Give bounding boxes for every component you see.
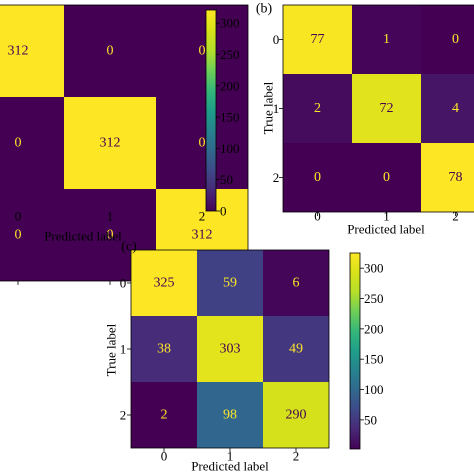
panel-1-x-tick-label: 2 bbox=[199, 209, 206, 224]
panel-3-x-axis-label: Predicted label bbox=[191, 459, 269, 474]
panel-3-y-tick-label: 1 bbox=[120, 342, 127, 357]
panel-3-colorbar-tick-label: 300 bbox=[364, 261, 384, 276]
panel-1-colorbar-tick-label: 300 bbox=[220, 16, 240, 31]
panel-3-colorbar bbox=[349, 252, 361, 450]
panel-1-cell-value: 0 bbox=[15, 136, 22, 151]
panel-2-cell-value: 4 bbox=[452, 101, 459, 116]
panel-3-y-tick-label: 2 bbox=[120, 408, 127, 423]
panel-2-cell bbox=[421, 74, 474, 143]
panel-3-x-tick-label: 1 bbox=[227, 449, 234, 464]
panel-3-cell bbox=[131, 316, 197, 382]
panel-1-cell bbox=[64, 97, 156, 189]
panel-1-colorbar-tick-label: 250 bbox=[220, 47, 240, 62]
panel-3-cell bbox=[263, 250, 329, 316]
panel-2-cell-value: 0 bbox=[383, 170, 390, 185]
panel-3-cell-value: 2 bbox=[161, 408, 168, 423]
panel-1-cell-value: 0 bbox=[199, 136, 206, 151]
panel-3-colorbar-tick-label: 250 bbox=[364, 291, 384, 306]
panel-2-cell-value: 2 bbox=[314, 101, 321, 116]
panel-3-cell bbox=[197, 316, 263, 382]
panel-2-cell bbox=[421, 143, 474, 212]
panel-2-cell bbox=[283, 5, 352, 74]
panel-2-cell-value: 72 bbox=[380, 101, 394, 116]
panel-1-cell-value: 0 bbox=[199, 44, 206, 59]
panel-2-cell-value: 77 bbox=[311, 32, 325, 47]
panel-2-cell bbox=[283, 143, 352, 212]
panel-3-x-tick-label: 0 bbox=[161, 449, 168, 464]
panel-1-cell bbox=[64, 5, 156, 97]
panel-1-cell-value: 0 bbox=[107, 44, 114, 59]
panel-3-cell bbox=[263, 382, 329, 448]
panel-2-cell-value: 78 bbox=[449, 170, 463, 185]
panel-2-y-tick-label: 0 bbox=[273, 32, 280, 47]
panel-3-panel-label: (c) bbox=[121, 240, 137, 255]
panel-2-cell bbox=[352, 143, 421, 212]
panel-1-cell bbox=[156, 5, 248, 97]
panel-2-cell bbox=[352, 5, 421, 74]
panel-2-y-tick-label: 1 bbox=[273, 101, 280, 116]
panel-3-cell bbox=[263, 316, 329, 382]
panel-3-cell-value: 59 bbox=[223, 276, 237, 291]
panel-1-cell bbox=[0, 5, 64, 97]
panel-1-colorbar-tick-label: 150 bbox=[220, 110, 240, 125]
panel-3-cell bbox=[197, 250, 263, 316]
panel-1-colorbar-tick-label: 200 bbox=[220, 78, 240, 93]
panel-1-colorbar-tick-label: 100 bbox=[220, 141, 240, 156]
panel-3-cell-value: 49 bbox=[289, 342, 303, 357]
panel-1-cell bbox=[0, 97, 64, 189]
panel-1-cell-value: 312 bbox=[192, 228, 213, 243]
panel-3-cell-value: 303 bbox=[220, 342, 241, 357]
panel-2-cell-value: 0 bbox=[314, 170, 321, 185]
panel-3-colorbar-tick-label: 100 bbox=[364, 382, 384, 397]
panel-2-cell-value: 1 bbox=[383, 32, 390, 47]
panel-2-cell-value: 0 bbox=[452, 32, 459, 47]
panel-2-x-tick-label: 2 bbox=[452, 209, 459, 224]
panel-1-cell bbox=[0, 189, 64, 281]
panel-2-x-tick-label: 0 bbox=[314, 209, 321, 224]
panel-3-y-axis-label: True label bbox=[104, 323, 119, 376]
panel-1-x-tick-label: 1 bbox=[107, 209, 114, 224]
panel-2-x-tick-label: 1 bbox=[383, 209, 390, 224]
panel-3-colorbar-tick-label: 150 bbox=[364, 352, 384, 367]
panel-2-cell bbox=[352, 74, 421, 143]
panel-3-colorbar-tick-label: 50 bbox=[364, 412, 377, 427]
panel-1-x-axis-label: Predicted label bbox=[44, 229, 122, 244]
panel-2-cell bbox=[421, 5, 474, 74]
panel-3-y-tick-label: 0 bbox=[120, 276, 127, 291]
panel-2-x-axis-label: Predicted label bbox=[347, 222, 425, 237]
panel-1-x-tick-label: 0 bbox=[15, 209, 22, 224]
panel-2-cell bbox=[283, 74, 352, 143]
panel-1-colorbar-tick-label: 0 bbox=[220, 204, 227, 219]
panel-1-cell-value: 312 bbox=[100, 136, 121, 151]
panel-2-panel-label: (b) bbox=[256, 2, 273, 17]
panel-1-cell bbox=[156, 97, 248, 189]
panel-3-colorbar-tick-label: 200 bbox=[364, 321, 384, 336]
panel-3-cell-value: 38 bbox=[157, 342, 171, 357]
panel-3-cell bbox=[131, 382, 197, 448]
panel-2-y-axis-label: True label bbox=[261, 81, 276, 134]
panel-1-colorbar bbox=[205, 9, 217, 212]
panel-1-cell-value: 0 bbox=[15, 228, 22, 243]
panel-3-cell bbox=[131, 250, 197, 316]
panel-3-x-tick-label: 2 bbox=[293, 449, 300, 464]
panel-3-cell-value: 325 bbox=[154, 276, 175, 291]
panel-1-cell-value: 0 bbox=[107, 228, 114, 243]
panel-2-y-tick-label: 2 bbox=[273, 170, 280, 185]
panel-3-cell-value: 290 bbox=[286, 408, 307, 423]
panel-3-cell-value: 98 bbox=[223, 408, 237, 423]
panel-1-cell-value: 312 bbox=[8, 44, 29, 59]
panel-3-cell-value: 6 bbox=[293, 276, 300, 291]
panel-1-colorbar-tick-label: 50 bbox=[220, 172, 233, 187]
panel-3-cell bbox=[197, 382, 263, 448]
